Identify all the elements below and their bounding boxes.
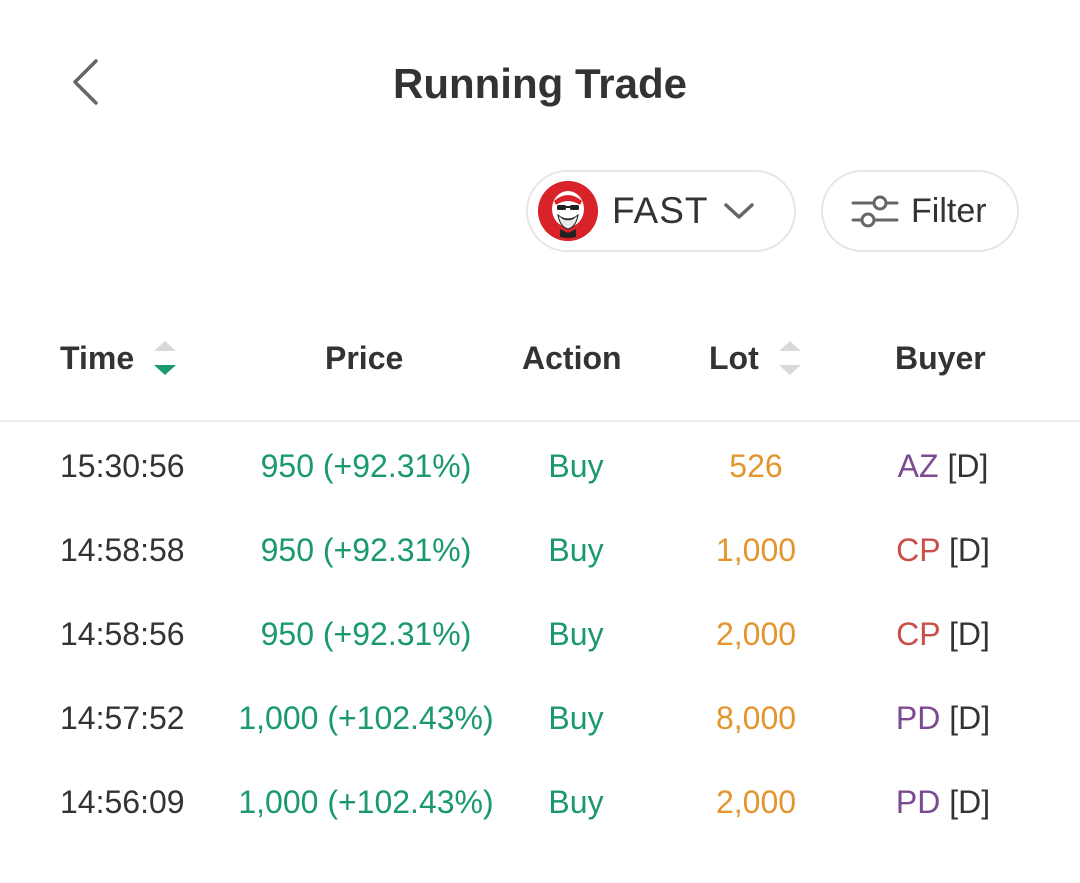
header-bar: Running Trade	[0, 0, 1080, 170]
sort-toggle-time[interactable]	[152, 338, 178, 378]
trade-lot: 2,000	[715, 616, 797, 652]
trade-buyer: CP [D]	[896, 508, 990, 592]
table-row[interactable]: 14:58:56 950 (+92.31%) Buy 2,000 CP [D]	[0, 592, 1080, 676]
trade-action: Buy	[548, 448, 604, 484]
buyer-broker-code[interactable]: AZ	[897, 448, 939, 484]
buyer-broker-code[interactable]: PD	[895, 700, 941, 736]
buyer-market-type: [D]	[949, 700, 991, 736]
trade-action: Buy	[548, 784, 604, 820]
buyer-market-type: [D]	[947, 448, 989, 484]
sort-toggle-lot[interactable]	[777, 338, 803, 378]
table-row[interactable]: 14:58:58 950 (+92.31%) Buy 1,000 CP [D]	[0, 508, 1080, 592]
column-header-lot[interactable]: Lot	[709, 338, 803, 378]
trade-time: 14:56:09	[60, 784, 185, 820]
stock-code: FAST	[612, 190, 709, 231]
trade-lot: 526	[729, 448, 783, 484]
buyer-broker-code[interactable]: CP	[896, 532, 941, 568]
table-row[interactable]: 14:57:52 1,000 (+102.43%) Buy 8,000 PD […	[0, 676, 1080, 760]
trade-price: 950 (+92.31%)	[260, 616, 472, 652]
trade-time: 15:30:56	[60, 448, 185, 484]
chevron-down-icon	[723, 201, 755, 221]
trade-action: Buy	[548, 616, 604, 652]
back-button[interactable]	[60, 56, 110, 112]
trade-buyer: AZ [D]	[898, 424, 989, 508]
toolbar: FAST Filter	[0, 170, 1080, 254]
sort-up-icon	[778, 341, 801, 351]
trade-price: 950 (+92.31%)	[260, 448, 472, 484]
column-label-action: Action	[522, 340, 622, 376]
trade-lot: 1,000	[715, 532, 797, 568]
trade-list: 15:30:56 950 (+92.31%) Buy 526 AZ [D] 14…	[0, 424, 1080, 844]
trade-price: 1,000 (+102.43%)	[238, 700, 494, 736]
buyer-market-type: [D]	[948, 532, 990, 568]
trade-buyer: PD [D]	[896, 676, 990, 760]
sort-down-icon	[778, 365, 801, 375]
column-label-price: Price	[325, 340, 404, 376]
trade-buyer: CP [D]	[896, 592, 990, 676]
trade-buyer: PD [D]	[896, 760, 990, 844]
column-header-time[interactable]: Time	[60, 338, 178, 378]
buyer-broker-code[interactable]: CP	[896, 616, 941, 652]
trade-action: Buy	[548, 700, 604, 736]
column-label-time: Time	[60, 340, 135, 376]
table-row[interactable]: 15:30:56 950 (+92.31%) Buy 526 AZ [D]	[0, 424, 1080, 508]
sliders-icon	[851, 192, 899, 230]
table-row[interactable]: 14:56:09 1,000 (+102.43%) Buy 2,000 PD […	[0, 760, 1080, 844]
stock-logo-icon	[538, 181, 598, 241]
column-label-buyer: Buyer	[895, 340, 986, 376]
trade-time: 14:58:58	[60, 532, 185, 568]
filter-label: Filter	[911, 191, 987, 230]
buyer-market-type: [D]	[948, 616, 990, 652]
column-header-action: Action	[522, 338, 622, 378]
table-header: Time Price Action Lot Buyer	[0, 318, 1080, 422]
trade-price: 950 (+92.31%)	[260, 532, 472, 568]
column-header-price: Price	[325, 338, 403, 378]
stock-selector-dropdown[interactable]: FAST	[526, 170, 796, 252]
buyer-broker-code[interactable]: PD	[895, 784, 941, 820]
trade-time: 14:58:56	[60, 616, 185, 652]
chevron-left-icon	[70, 57, 100, 112]
buyer-market-type: [D]	[949, 784, 991, 820]
sort-down-icon	[154, 365, 177, 375]
column-header-buyer: Buyer	[895, 338, 986, 378]
trade-action: Buy	[548, 532, 604, 568]
trade-lot: 2,000	[715, 784, 797, 820]
column-label-lot: Lot	[709, 340, 759, 376]
trade-time: 14:57:52	[60, 700, 185, 736]
page-title: Running Trade	[393, 60, 687, 107]
trade-lot: 8,000	[715, 700, 797, 736]
sort-up-icon	[154, 341, 177, 351]
trade-price: 1,000 (+102.43%)	[238, 784, 494, 820]
filter-button[interactable]: Filter	[821, 170, 1019, 252]
